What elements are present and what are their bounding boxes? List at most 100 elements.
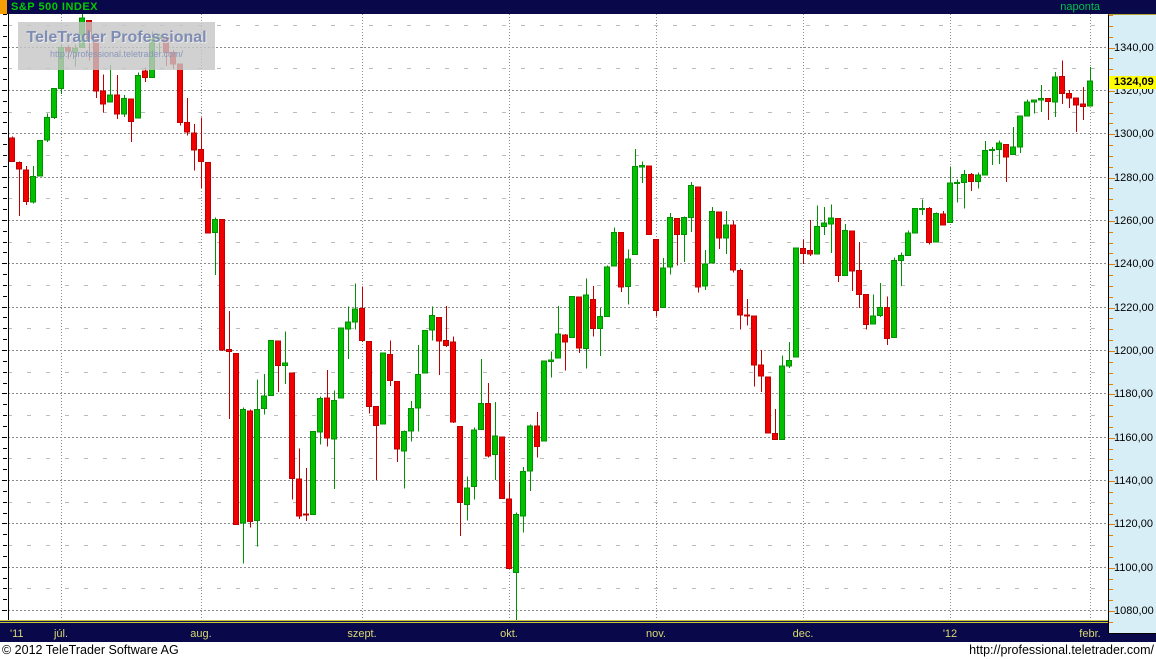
price-axis[interactable]: 1340,00 1320,00 1300,00 1280,00 1260,00 1240,…	[1108, 14, 1156, 634]
price-axis-label: 1340,00	[1114, 42, 1154, 54]
candle-down	[387, 353, 393, 382]
candle-up	[44, 116, 50, 141]
candle-up	[261, 395, 267, 410]
candle-up	[639, 165, 645, 168]
left-axis-tick	[3, 242, 7, 243]
price-axis-tick	[1109, 167, 1113, 168]
left-axis-tick	[2, 133, 7, 134]
left-axis-tick	[2, 47, 7, 48]
price-axis-tick	[1109, 589, 1113, 590]
left-axis-tick	[3, 101, 7, 102]
candle-down	[576, 296, 582, 349]
candle-down	[646, 165, 652, 236]
price-axis-tick	[1109, 102, 1113, 103]
candle-down	[177, 63, 183, 124]
candle-up	[814, 225, 820, 255]
candle-down	[1059, 75, 1065, 94]
candle-down	[205, 161, 211, 234]
candle-down	[716, 211, 722, 239]
candle-down	[800, 247, 806, 254]
left-axis-tick	[3, 545, 7, 546]
candle-up	[982, 149, 988, 176]
left-axis-tick	[2, 263, 7, 264]
candle-up	[933, 212, 939, 243]
candle-down	[366, 341, 372, 407]
candle-down	[1003, 144, 1009, 158]
candle-up	[688, 185, 694, 219]
month-label: júl.	[53, 628, 69, 640]
candle-up	[408, 408, 414, 432]
price-axis-tick	[1109, 394, 1115, 395]
candle-down	[275, 340, 281, 367]
candle-down	[835, 217, 841, 276]
candle-up	[464, 487, 470, 505]
candle-down	[100, 90, 106, 105]
candle-up	[597, 316, 603, 330]
candle-down	[324, 397, 330, 439]
candle-down	[534, 425, 540, 447]
candle-up	[632, 166, 638, 256]
candle-up	[898, 254, 904, 262]
candle-up	[905, 232, 911, 256]
candle-up	[30, 175, 36, 203]
price-axis-tick	[1109, 308, 1115, 309]
candle-down	[1073, 97, 1079, 106]
candle-up	[954, 182, 960, 185]
last-price-value: 1324,09	[1114, 76, 1154, 88]
left-axis-tick	[3, 328, 7, 329]
candle-down	[219, 219, 225, 351]
price-axis-tick	[1109, 329, 1113, 330]
price-axis-tick	[1109, 557, 1113, 558]
instrument-title: S&P 500 INDEX	[11, 1, 99, 13]
candle-up	[702, 263, 708, 287]
candle-down	[247, 410, 253, 523]
left-axis-tick	[3, 361, 7, 362]
month-label: '12	[942, 628, 958, 640]
left-axis-tick	[2, 90, 7, 91]
left-axis-tick	[3, 68, 7, 69]
interval-label: naponta	[1060, 1, 1100, 13]
month-label: '11	[10, 628, 24, 640]
window-accent-square	[0, 0, 7, 14]
price-axis-label: 1180,00	[1114, 388, 1153, 400]
candle-down	[884, 306, 890, 339]
candle-up	[919, 207, 925, 210]
price-axis-tick	[1109, 503, 1113, 504]
candle-down	[142, 70, 148, 78]
price-axis-tick	[1109, 113, 1113, 114]
candle-down	[436, 317, 442, 342]
price-axis-label: 1280,00	[1114, 172, 1154, 184]
candlestick-canvas[interactable]	[8, 14, 1108, 620]
candle-up	[107, 94, 113, 103]
candle-down	[926, 207, 932, 244]
candle-up	[345, 321, 351, 330]
candle-down	[184, 122, 190, 133]
left-axis-tick	[3, 556, 7, 557]
candle-down	[23, 169, 29, 203]
price-axis-tick	[1109, 622, 1113, 623]
price-axis-label: 1240,00	[1114, 258, 1154, 270]
price-axis-tick	[1109, 416, 1113, 417]
candle-up	[828, 217, 834, 225]
candle-up	[317, 398, 323, 433]
time-axis[interactable]: '11 júl. aug. szept. okt. nov. dec. '12 febr.	[0, 620, 1156, 642]
candle-up	[212, 218, 218, 233]
price-axis-label: 1300,00	[1114, 128, 1154, 140]
candle-up	[240, 409, 246, 524]
month-label: nov.	[646, 628, 666, 640]
candle-up	[1038, 98, 1044, 101]
candle-down	[114, 94, 120, 115]
candle-up	[555, 333, 561, 359]
candle-up	[380, 352, 386, 425]
candle-up	[338, 327, 344, 399]
left-axis-tick	[3, 383, 7, 384]
price-axis-tick	[1109, 459, 1113, 460]
price-axis-tick	[1109, 264, 1115, 265]
candle-up	[527, 425, 533, 472]
price-axis-tick	[1109, 600, 1113, 601]
candle-up	[583, 294, 589, 349]
chart-plot[interactable]	[8, 14, 1108, 620]
candle-up	[548, 359, 554, 363]
left-axis-tick	[3, 122, 7, 123]
candle-up	[135, 74, 141, 119]
